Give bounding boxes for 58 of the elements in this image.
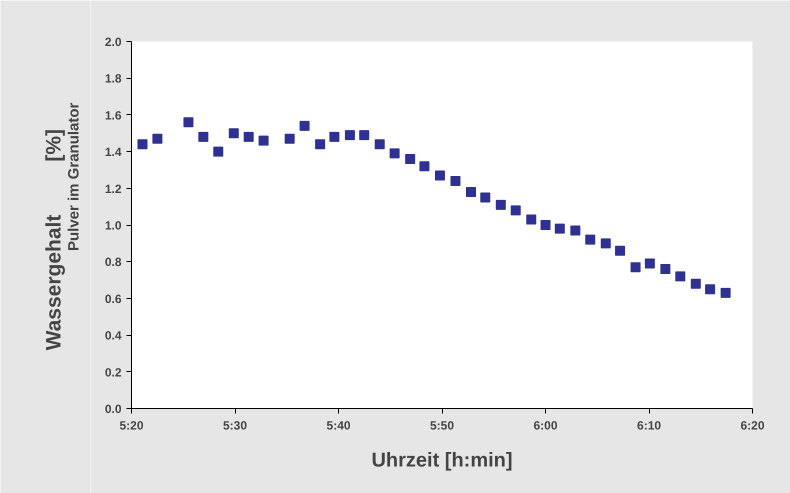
y-tick-label: 1.0 bbox=[104, 218, 122, 232]
x-tick-label: 5:30 bbox=[223, 418, 248, 432]
y-tick-label: 1.6 bbox=[104, 108, 122, 122]
y-tick-label: 0.6 bbox=[104, 292, 122, 306]
point bbox=[510, 205, 521, 216]
y-tick-label: 2.0 bbox=[104, 35, 122, 49]
point bbox=[284, 134, 295, 144]
point bbox=[630, 262, 641, 272]
point bbox=[615, 246, 626, 256]
point bbox=[660, 264, 670, 274]
x-tick-label: 5:50 bbox=[430, 418, 454, 432]
x-axis-title: Uhrzeit [h:min] bbox=[371, 450, 513, 472]
point bbox=[300, 120, 310, 131]
point bbox=[450, 176, 460, 186]
point bbox=[585, 234, 596, 245]
point bbox=[213, 146, 224, 157]
point bbox=[152, 134, 162, 144]
y-axis-title: WassergehaltPulver im Granulator [%] bbox=[42, 102, 82, 350]
point bbox=[329, 132, 340, 142]
x-tick-label: 6:10 bbox=[637, 418, 662, 432]
point bbox=[183, 117, 194, 128]
point bbox=[228, 128, 239, 138]
x-tick-label: 5:40 bbox=[326, 418, 351, 432]
point bbox=[496, 200, 506, 210]
y-tick-label: 1.8 bbox=[104, 72, 122, 86]
point bbox=[405, 154, 416, 164]
point bbox=[705, 284, 716, 294]
point bbox=[600, 238, 611, 248]
point bbox=[675, 271, 686, 282]
point bbox=[137, 139, 148, 150]
point bbox=[244, 132, 254, 142]
x-tick-label: 6:00 bbox=[534, 418, 558, 432]
x-tick-label: 5:20 bbox=[119, 418, 144, 432]
point bbox=[359, 130, 370, 140]
point bbox=[198, 132, 208, 142]
point bbox=[390, 148, 400, 158]
point bbox=[466, 186, 476, 197]
point bbox=[720, 288, 731, 298]
point bbox=[434, 170, 445, 180]
point bbox=[554, 224, 565, 234]
y-tick-label: 1.2 bbox=[104, 182, 122, 196]
point bbox=[540, 220, 551, 230]
y-tick-label: 0.8 bbox=[104, 255, 122, 270]
point bbox=[526, 214, 536, 224]
point bbox=[315, 139, 326, 150]
point bbox=[570, 226, 580, 236]
point bbox=[374, 139, 385, 150]
y-tick-label: 1.4 bbox=[104, 145, 122, 160]
point bbox=[419, 161, 430, 172]
point bbox=[258, 136, 269, 146]
point bbox=[344, 130, 355, 140]
y-tick-label: 0.2 bbox=[104, 365, 122, 380]
point bbox=[644, 258, 655, 269]
y-tick-label: 0.4 bbox=[104, 328, 122, 343]
y-tick-label: 0.0 bbox=[104, 402, 122, 416]
point bbox=[690, 278, 701, 289]
x-tick-label: 6:20 bbox=[740, 418, 765, 432]
point bbox=[480, 192, 490, 202]
